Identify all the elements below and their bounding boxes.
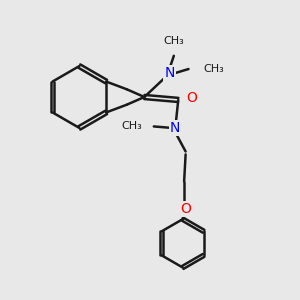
Text: N: N	[164, 66, 175, 80]
Text: CH₃: CH₃	[121, 122, 142, 131]
Text: O: O	[180, 202, 191, 216]
Text: O: O	[187, 92, 197, 106]
Text: N: N	[170, 121, 181, 135]
Text: CH₃: CH₃	[203, 64, 224, 74]
Text: CH₃: CH₃	[164, 36, 184, 46]
